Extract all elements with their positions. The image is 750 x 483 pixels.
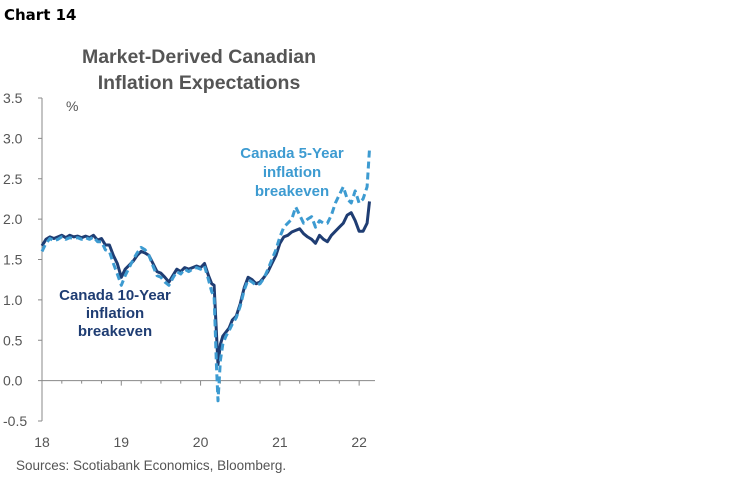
chart-title-line-2: Inflation Expectations (97, 72, 301, 94)
series-line-ten-year (40, 201, 371, 366)
x-tick-label: 21 (272, 434, 288, 450)
series-line-five-year (40, 148, 371, 403)
x-tick-label: 22 (351, 434, 367, 450)
x-tick-label: 20 (193, 434, 209, 450)
chart-title-line-1: Market-Derived Canadian (81, 46, 317, 68)
y-tick-label: 3.0 (3, 130, 23, 146)
series-label-five-year: Canada 5-Year inflation breakeven (240, 145, 344, 200)
chart-number-label: Chart 14 (4, 6, 77, 24)
series-label-ten-year: Canada 10-Year inflation breakeven (59, 287, 171, 340)
source-note: Sources: Scotiabank Economics, Bloomberg… (16, 458, 287, 473)
x-tick-label: 19 (113, 434, 129, 450)
y-tick-label: 3.5 (3, 90, 23, 106)
y-tick-label: 1.5 (3, 252, 23, 268)
y-tick-label: 2.5 (3, 171, 23, 187)
series-label-five-year-line-2: inflation (263, 164, 321, 181)
y-tick-label: 0.0 (3, 373, 23, 389)
y-tick-label: 0.5 (3, 332, 23, 348)
y-tick-label: 1.0 (3, 292, 23, 308)
series-label-five-year-line-1: Canada 5-Year (240, 145, 344, 162)
x-tick-label: 18 (34, 434, 50, 450)
y-axis-unit-label: % (66, 98, 78, 114)
y-tick-label: -0.5 (3, 413, 27, 429)
series-label-five-year-line-3: breakeven (255, 183, 329, 200)
y-tick-label: 2.0 (3, 211, 23, 227)
series-label-ten-year-line-1: Canada 10-Year (59, 287, 171, 304)
series-label-ten-year-line-3: breakeven (78, 323, 152, 340)
series-label-ten-year-line-2: inflation (86, 305, 144, 322)
